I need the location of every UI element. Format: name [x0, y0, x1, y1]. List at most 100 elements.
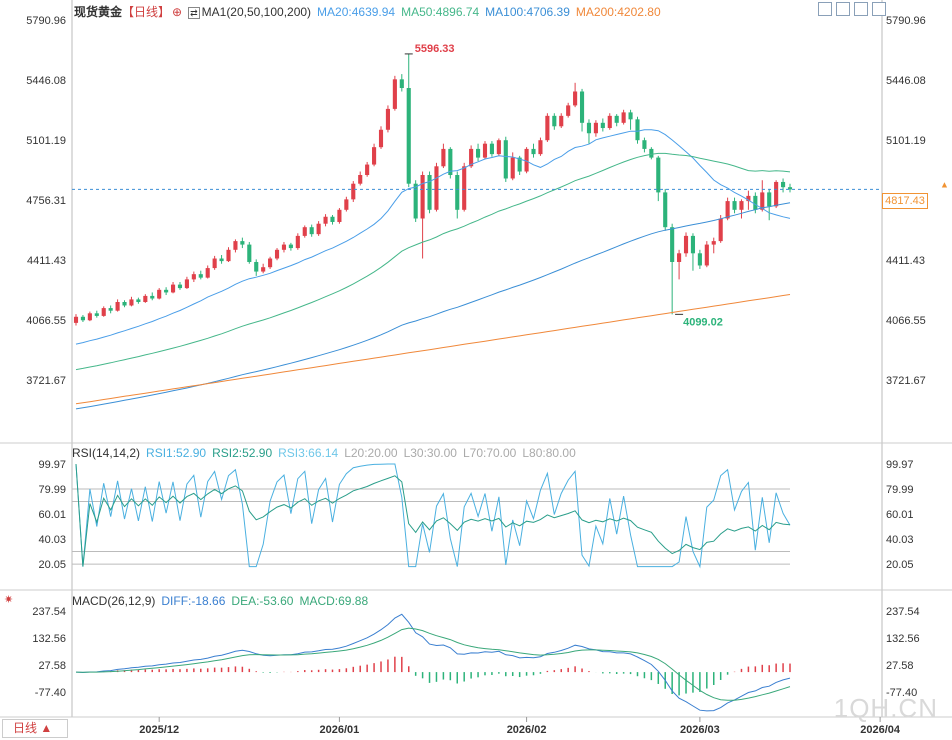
zoom-out-icon[interactable] [836, 2, 850, 16]
zoom-in-icon[interactable] [818, 2, 832, 16]
rsi-title: RSI(14,14,2) [72, 446, 141, 460]
candle-body [683, 235, 689, 254]
candle-body [670, 227, 675, 262]
candle-body [184, 279, 189, 289]
candle-body [635, 119, 640, 141]
current-price-tag: 4817.43 [882, 193, 928, 209]
candle-body [87, 313, 92, 321]
candle-body [517, 157, 522, 172]
candle-body [406, 88, 411, 184]
candle-body [323, 216, 328, 224]
rsi2-line [75, 463, 791, 567]
candle-body [538, 140, 543, 155]
candle-body [496, 140, 501, 155]
candle-body [108, 308, 113, 311]
macd-tick-label: 237.54 [886, 606, 920, 618]
candle-body [607, 115, 612, 129]
candle-body [482, 143, 488, 158]
candle-body [122, 302, 127, 306]
candle-body [524, 148, 529, 172]
candle-body [247, 244, 252, 262]
candle-body [690, 235, 696, 254]
diff-value: DIFF:-18.66 [161, 594, 226, 608]
gear-icon[interactable]: ⊕ [172, 5, 183, 19]
candle-body [274, 249, 280, 259]
rsi-level-20: L20:20.00 [344, 446, 398, 460]
candle-body [787, 187, 793, 190]
rsi-header: RSI(14,14,2) RSI1:52.90 RSI2:52.90 RSI3:66.… [72, 446, 582, 460]
candle-body [337, 209, 342, 222]
candle-body [420, 175, 425, 219]
y-tick-label: 4411.43 [27, 255, 66, 267]
y-tick-label: 4066.55 [886, 315, 926, 327]
x-tick-label: 2026/04 [860, 724, 901, 736]
candle-body [288, 244, 293, 249]
candle-body [649, 148, 654, 158]
candle-body [372, 147, 377, 165]
y-tick-label: 5446.08 [26, 75, 66, 87]
candle-body [510, 157, 515, 179]
candle-body [656, 157, 661, 193]
candle-body [80, 316, 85, 321]
candle-body [455, 175, 460, 210]
candle-body [600, 122, 605, 129]
candle-body [385, 108, 391, 130]
candle-body [143, 295, 148, 303]
candle-body [191, 274, 196, 280]
candle-body [233, 241, 238, 250]
ma50-value: MA50:4896.74 [401, 5, 480, 19]
candle-body [177, 284, 183, 289]
candle-body [739, 201, 744, 210]
candle-body [579, 91, 585, 123]
candle-body [150, 295, 155, 299]
candle-body [261, 267, 266, 272]
rsi-tick-label: 79.99 [886, 484, 914, 496]
x-tick-label: 2026/02 [507, 724, 547, 736]
candle-body [552, 115, 557, 127]
y-tick-label: 5790.96 [886, 15, 926, 27]
candle-body [330, 216, 335, 222]
candle-body [663, 192, 668, 228]
period-label[interactable]: 【日线】 [122, 5, 171, 19]
candle-body [205, 268, 210, 278]
candle-body [697, 253, 702, 266]
fullscreen-icon[interactable] [872, 2, 886, 16]
ma50-line [75, 152, 791, 371]
ma20-value: MA20:4639.94 [317, 5, 396, 19]
macd-tick-label: 132.56 [32, 633, 66, 645]
candle-body [593, 122, 598, 134]
macd-settings-icon[interactable]: ✷ [4, 594, 14, 606]
candle-body [489, 143, 494, 155]
macd-tick-label: 132.56 [886, 633, 920, 645]
candle-body [559, 115, 564, 127]
y-tick-label: 3721.67 [26, 375, 66, 387]
dea-line [75, 627, 791, 701]
rsi2-value: RSI2:52.90 [212, 446, 273, 460]
ma-settings-icon[interactable]: ⇄ [188, 7, 200, 19]
y-tick-label: 4756.31 [26, 195, 66, 207]
x-tick-label: 2026/01 [320, 724, 360, 736]
candle-body [101, 308, 106, 316]
candle-body [753, 195, 758, 210]
candle-body [94, 313, 99, 316]
period-selector-button[interactable]: 日线 ▲ [2, 719, 68, 738]
grid-icon[interactable] [854, 2, 868, 16]
candle-body [302, 227, 307, 236]
y-tick-label: 5101.19 [886, 135, 926, 147]
candle-body [73, 316, 79, 323]
candle-body [136, 299, 141, 303]
rsi-level-80: L80:80.00 [522, 446, 576, 460]
candle-body [711, 241, 716, 245]
candle-body [475, 148, 481, 158]
candle-body [781, 181, 786, 188]
macd-tick-label: 27.58 [38, 660, 66, 672]
candle-body [316, 223, 321, 235]
candle-body [503, 140, 508, 179]
candle-body [725, 201, 730, 219]
candle-body [545, 115, 550, 141]
ma20-line [75, 129, 791, 345]
candle-body [413, 183, 418, 219]
y-tick-label: 4066.55 [26, 315, 66, 327]
candle-body [170, 284, 176, 293]
